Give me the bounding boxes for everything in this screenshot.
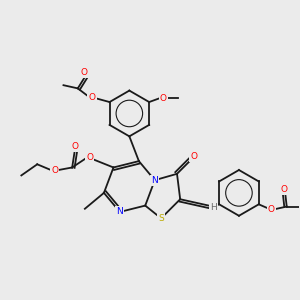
Text: O: O — [86, 153, 93, 162]
Text: S: S — [158, 214, 164, 223]
Text: O: O — [88, 93, 96, 102]
Text: O: O — [190, 152, 197, 161]
Text: O: O — [281, 184, 288, 194]
Text: O: O — [268, 205, 275, 214]
Text: O: O — [160, 94, 167, 103]
Text: O: O — [72, 142, 79, 151]
Text: O: O — [51, 166, 58, 175]
Text: H: H — [210, 203, 217, 212]
Text: O: O — [81, 68, 88, 77]
Text: N: N — [152, 176, 158, 185]
Text: N: N — [116, 207, 123, 216]
